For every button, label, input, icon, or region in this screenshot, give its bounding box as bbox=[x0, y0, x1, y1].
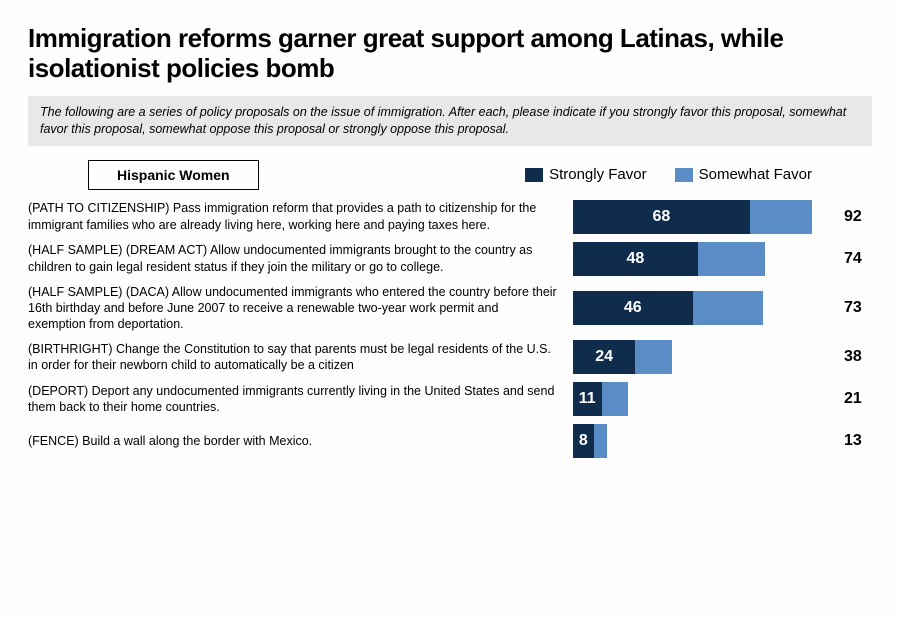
bar-somewhat-favor bbox=[698, 242, 766, 276]
bar-strongly-favor: 24 bbox=[573, 340, 635, 374]
bar-somewhat-favor bbox=[635, 340, 671, 374]
legend-swatch-some bbox=[675, 168, 693, 182]
chart-rows: (PATH TO CITIZENSHIP) Pass immigration r… bbox=[28, 200, 872, 459]
group-label-box: Hispanic Women bbox=[88, 160, 259, 190]
row-total-value: 74 bbox=[844, 250, 872, 268]
legend-label-strong: Strongly Favor bbox=[549, 166, 647, 183]
row-description: (DEPORT) Deport any undocumented immigra… bbox=[28, 383, 567, 416]
row-description: (PATH TO CITIZENSHIP) Pass immigration r… bbox=[28, 200, 567, 233]
row-description: (BIRTHRIGHT) Change the Constitution to … bbox=[28, 341, 567, 374]
legend-swatch-strong bbox=[525, 168, 543, 182]
chart-row: (HALF SAMPLE) (DACA) Allow undocumented … bbox=[28, 284, 872, 333]
bar-zone: 48 bbox=[573, 242, 830, 276]
bar-somewhat-favor bbox=[602, 382, 628, 416]
header-row: Hispanic Women Strongly Favor Somewhat F… bbox=[28, 160, 872, 190]
bar-zone: 11 bbox=[573, 382, 830, 416]
row-description: (FENCE) Build a wall along the border wi… bbox=[28, 433, 567, 449]
legend-somewhat-favor: Somewhat Favor bbox=[675, 166, 812, 183]
row-description: (HALF SAMPLE) (DACA) Allow undocumented … bbox=[28, 284, 567, 333]
chart-row: (FENCE) Build a wall along the border wi… bbox=[28, 424, 872, 458]
chart-row: (PATH TO CITIZENSHIP) Pass immigration r… bbox=[28, 200, 872, 234]
bar-zone: 68 bbox=[573, 200, 830, 234]
bar-zone: 46 bbox=[573, 291, 830, 325]
legend-label-some: Somewhat Favor bbox=[699, 166, 812, 183]
row-total-value: 13 bbox=[844, 432, 872, 450]
bar-strongly-favor: 68 bbox=[573, 200, 750, 234]
row-description: (HALF SAMPLE) (DREAM ACT) Allow undocume… bbox=[28, 242, 567, 275]
row-total-value: 38 bbox=[844, 348, 872, 366]
legend: Strongly Favor Somewhat Favor bbox=[525, 166, 812, 183]
bar-zone: 8 bbox=[573, 424, 830, 458]
row-total-value: 73 bbox=[844, 299, 872, 317]
bar-zone: 24 bbox=[573, 340, 830, 374]
legend-strongly-favor: Strongly Favor bbox=[525, 166, 647, 183]
bar-strongly-favor: 46 bbox=[573, 291, 693, 325]
bar-somewhat-favor bbox=[693, 291, 763, 325]
bar-somewhat-favor bbox=[750, 200, 812, 234]
chart-subtitle: The following are a series of policy pro… bbox=[28, 96, 872, 146]
bar-strongly-favor: 11 bbox=[573, 382, 602, 416]
bar-strongly-favor: 8 bbox=[573, 424, 594, 458]
row-total-value: 21 bbox=[844, 390, 872, 408]
bar-strongly-favor: 48 bbox=[573, 242, 698, 276]
chart-row: (HALF SAMPLE) (DREAM ACT) Allow undocume… bbox=[28, 242, 872, 276]
chart-row: (BIRTHRIGHT) Change the Constitution to … bbox=[28, 340, 872, 374]
chart-row: (DEPORT) Deport any undocumented immigra… bbox=[28, 382, 872, 416]
row-total-value: 92 bbox=[844, 208, 872, 226]
chart-title: Immigration reforms garner great support… bbox=[28, 24, 872, 84]
bar-somewhat-favor bbox=[594, 424, 607, 458]
